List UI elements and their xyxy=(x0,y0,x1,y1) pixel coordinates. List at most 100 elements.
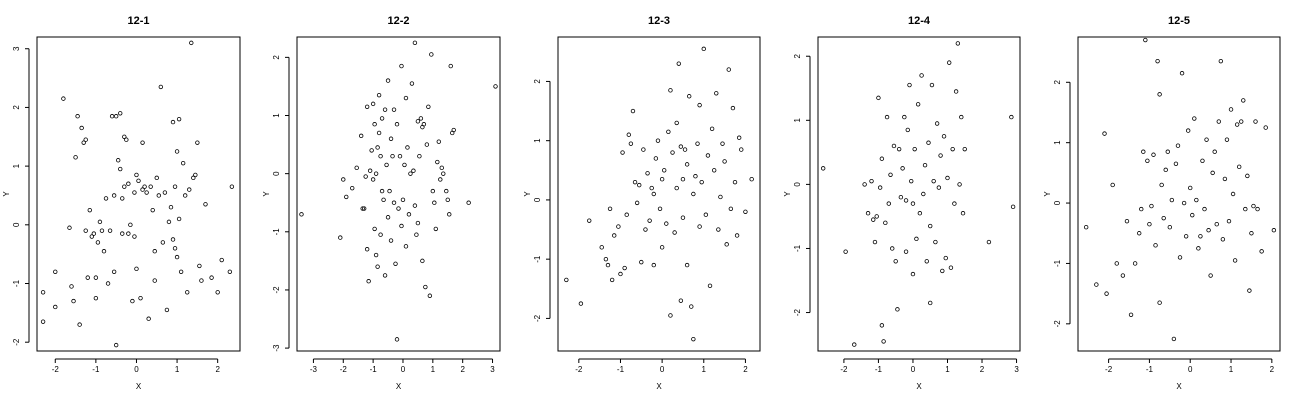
data-point xyxy=(53,269,58,274)
x-tick-label: 2 xyxy=(1270,365,1275,374)
data-point xyxy=(624,212,629,217)
y-tick-label: 1 xyxy=(12,163,21,168)
data-point xyxy=(843,249,848,254)
data-point xyxy=(403,244,409,249)
data-point xyxy=(1157,92,1162,97)
data-point xyxy=(903,198,909,203)
x-tick-label: 2 xyxy=(980,365,985,374)
data-point xyxy=(643,227,648,232)
data-point xyxy=(672,230,677,235)
data-point xyxy=(99,228,105,233)
data-point xyxy=(1192,116,1197,121)
data-point xyxy=(69,284,74,289)
y-tick-label: -1 xyxy=(533,255,542,263)
data-point xyxy=(1247,288,1252,293)
data-point xyxy=(902,114,907,120)
data-point xyxy=(655,138,661,143)
data-point xyxy=(433,226,439,232)
data-point xyxy=(820,166,826,171)
data-point xyxy=(612,233,617,238)
x-tick-label: 1 xyxy=(175,365,180,374)
data-point xyxy=(83,137,88,142)
data-point xyxy=(199,278,204,283)
data-point xyxy=(933,239,938,245)
data-point xyxy=(172,246,178,251)
data-point xyxy=(884,114,890,120)
data-point xyxy=(203,202,208,207)
data-point xyxy=(140,140,145,145)
data-point xyxy=(126,181,131,186)
data-point xyxy=(1110,182,1115,188)
data-point xyxy=(53,304,58,310)
data-point xyxy=(150,207,155,213)
scatter-panel-2: 12-2 -3 -2 -1 0 1 2 3 X -3 -2 -1 0 1 2 Y xyxy=(262,15,501,391)
data-point xyxy=(435,159,440,165)
data-point xyxy=(1218,58,1224,64)
x-tick-label: -2 xyxy=(840,365,848,374)
data-point xyxy=(493,84,498,89)
data-point xyxy=(130,298,135,304)
data-point xyxy=(890,246,895,251)
data-point xyxy=(1245,173,1250,179)
data-point xyxy=(917,211,923,216)
data-point xyxy=(227,269,233,274)
y-tick-label: 2 xyxy=(1053,80,1062,85)
data-point xyxy=(953,89,959,94)
data-point xyxy=(865,211,871,216)
data-point xyxy=(438,177,443,182)
data-point xyxy=(1183,234,1189,239)
x-tick-label: 0 xyxy=(401,365,406,374)
data-point xyxy=(955,41,961,46)
data-point xyxy=(215,290,220,295)
data-point xyxy=(736,135,742,140)
data-point xyxy=(605,262,611,268)
data-point xyxy=(707,283,713,289)
y-tick-label: -2 xyxy=(272,286,281,294)
data-point xyxy=(666,129,671,134)
data-point xyxy=(722,159,727,164)
data-point xyxy=(1128,312,1134,317)
y-tick-label: -1 xyxy=(793,244,802,252)
data-point xyxy=(89,234,95,239)
data-point xyxy=(95,240,101,245)
data-point xyxy=(385,215,391,220)
data-point xyxy=(651,191,656,197)
data-point xyxy=(1230,191,1236,197)
data-point xyxy=(691,191,696,197)
data-point xyxy=(146,316,151,321)
data-point xyxy=(81,140,86,145)
data-point xyxy=(734,233,740,238)
data-point xyxy=(134,266,139,272)
y-axis-label: Y xyxy=(523,191,532,197)
data-point xyxy=(668,313,673,318)
data-point xyxy=(626,132,632,137)
y-tick-label: -3 xyxy=(272,344,281,352)
data-point xyxy=(1181,200,1187,206)
x-tick-label: -1 xyxy=(370,365,378,374)
data-point xyxy=(711,168,717,173)
data-point xyxy=(651,262,656,268)
panel-title: 12-4 xyxy=(908,15,931,27)
data-point xyxy=(689,304,694,309)
data-point xyxy=(451,127,456,133)
data-point xyxy=(390,154,395,159)
data-point xyxy=(97,219,103,225)
x-tick-label: -3 xyxy=(310,365,318,374)
data-point xyxy=(122,184,127,189)
panel-title: 12-5 xyxy=(1168,15,1190,27)
data-point xyxy=(124,137,129,142)
data-point xyxy=(1151,152,1156,157)
data-point xyxy=(952,201,957,206)
data-point xyxy=(426,104,431,109)
data-point xyxy=(430,188,436,194)
data-point xyxy=(705,153,711,158)
data-point xyxy=(372,226,377,232)
data-point xyxy=(599,245,604,250)
data-point xyxy=(350,185,355,191)
data-point xyxy=(1228,107,1234,112)
data-point xyxy=(879,156,885,161)
data-point xyxy=(926,140,931,145)
data-point xyxy=(872,239,878,245)
data-point xyxy=(680,215,686,220)
data-point xyxy=(699,179,704,185)
